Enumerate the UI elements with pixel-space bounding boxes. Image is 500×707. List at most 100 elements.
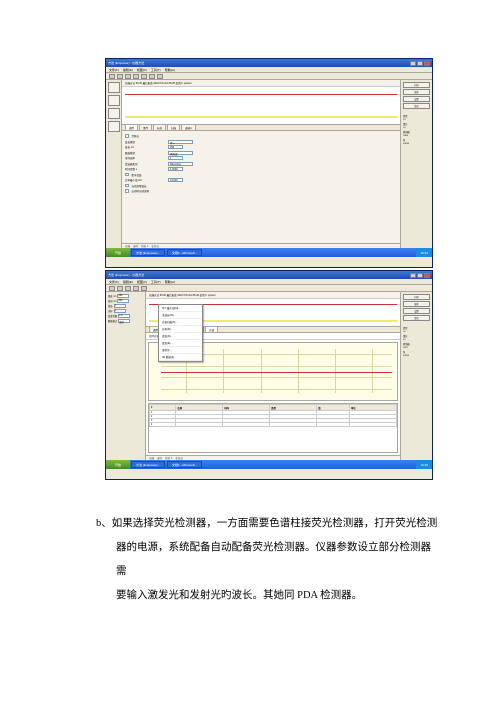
label-autozero-wl: 自动清零波长 bbox=[132, 184, 172, 188]
menu-item[interactable]: 发射(I)... bbox=[159, 347, 202, 354]
table-row: 4 bbox=[150, 423, 397, 427]
body-line: 如果选择荧光检测器，一方面需要色谱柱接荧光检测器，打开荧光检测 bbox=[112, 518, 438, 529]
status-item: 系统 A bbox=[141, 244, 148, 248]
right-button[interactable]: 保存 bbox=[403, 89, 430, 95]
clock: 10:32 bbox=[420, 251, 428, 255]
sidebar-icon[interactable] bbox=[108, 82, 120, 93]
toolbar-icon[interactable] bbox=[109, 74, 115, 79]
menu-item[interactable]: 单个最大值(M)... bbox=[159, 305, 202, 312]
wavelength-input[interactable]: 254 bbox=[168, 145, 183, 149]
toolbar-icon[interactable] bbox=[117, 286, 123, 291]
menu-tools[interactable]: 工具(T) bbox=[151, 68, 161, 72]
wavelength-mode-select[interactable]: 单一 bbox=[168, 140, 193, 144]
right-button[interactable]: 保存 bbox=[403, 301, 430, 307]
info-row: 仪器方法 50.00 最后更改 2010/7/14 10:30:25 由用户 s… bbox=[122, 80, 400, 87]
start-button[interactable]: 开始 bbox=[106, 248, 130, 257]
window-titlebar[interactable]: 方法 (Empower) - 仪器方法 bbox=[106, 59, 432, 67]
filter-type-select[interactable]: Hamming bbox=[168, 162, 193, 166]
filter-const-input[interactable]: 1.0 bbox=[118, 314, 130, 318]
status-item: 系统 A bbox=[165, 456, 172, 460]
menu-file[interactable]: 文件(F) bbox=[109, 68, 119, 72]
start-button[interactable]: 开始 bbox=[106, 460, 130, 469]
maximize-button[interactable] bbox=[417, 61, 423, 66]
right-button[interactable]: 复位 bbox=[403, 103, 430, 109]
taskbar-item[interactable]: 文档1 - Microsoft... bbox=[167, 249, 202, 256]
menu-item[interactable]: 差值(D)... bbox=[159, 333, 202, 340]
monitor-panel bbox=[122, 87, 400, 125]
toolbar-icon[interactable] bbox=[133, 74, 139, 79]
digital-filter-checkbox[interactable] bbox=[125, 173, 129, 177]
right-button[interactable]: 设置 bbox=[403, 96, 430, 102]
taskbar-item[interactable]: 方法 (Empower)... bbox=[131, 461, 165, 468]
label-wavelength-mode: 波长模式 bbox=[125, 140, 165, 144]
main-area: 仪器方法 50.00 最后更改 2010/7/14 10:30:25 由用户 s… bbox=[122, 80, 400, 248]
tab-general[interactable]: 通用 bbox=[125, 124, 138, 130]
menu-view[interactable]: 视图(V) bbox=[137, 280, 147, 284]
menu-edit[interactable]: 编辑(E) bbox=[123, 280, 133, 284]
label-autozero-start: 启动时自动清零 bbox=[132, 189, 172, 193]
toolbar-icon[interactable] bbox=[149, 74, 155, 79]
autozero-start-checkbox[interactable] bbox=[125, 189, 129, 193]
menu-view[interactable]: 视图(V) bbox=[137, 68, 147, 72]
emission-input[interactable]: 340 bbox=[117, 299, 129, 303]
autozero-wl-checkbox[interactable] bbox=[125, 184, 129, 188]
excitation-input[interactable]: 280 bbox=[117, 294, 129, 298]
tab-spectrum[interactable]: 光谱 bbox=[205, 326, 218, 332]
maximize-button[interactable] bbox=[417, 273, 423, 278]
signal-chart bbox=[125, 88, 397, 105]
taskbar-item[interactable]: 文档1 - Microsoft... bbox=[167, 461, 202, 468]
sidebar-icon[interactable] bbox=[108, 95, 120, 106]
cfg-label: 激发 nm bbox=[108, 294, 116, 298]
toolbar-icon[interactable] bbox=[109, 286, 115, 291]
sidebar-icon[interactable] bbox=[108, 108, 120, 119]
menu-tools[interactable]: 工具(T) bbox=[151, 280, 161, 284]
tab-scan[interactable]: 扫描 bbox=[167, 124, 180, 130]
close-button[interactable] bbox=[424, 61, 430, 66]
menu-item[interactable]: 比率(R)... bbox=[159, 326, 202, 333]
menu-help[interactable]: 帮助(H) bbox=[165, 280, 175, 284]
window-titlebar[interactable]: 方法 (Empower) - 仪器方法 bbox=[106, 271, 432, 279]
toolbar-icon[interactable] bbox=[125, 74, 131, 79]
menu-item[interactable]: 光谱扫描(S)... bbox=[159, 319, 202, 326]
toolbar-icon[interactable] bbox=[133, 286, 139, 291]
menu-help[interactable]: 帮助(H) bbox=[165, 68, 175, 72]
events-table: # 名称 时间 类型 值 单位 1 2 3 4 bbox=[148, 403, 398, 453]
label-time-constant: 时间常数 s bbox=[125, 167, 165, 171]
tab-standard[interactable]: 标准 bbox=[153, 124, 166, 130]
sampling-input[interactable]: 1 bbox=[114, 309, 126, 313]
menu-item[interactable]: 多波长(W)... bbox=[159, 312, 202, 319]
menu-item[interactable]: 3D 数据(3)... bbox=[159, 354, 202, 361]
toolbar-icon[interactable] bbox=[125, 286, 131, 291]
chart-trace-red bbox=[125, 94, 397, 95]
lamp-on-checkbox[interactable] bbox=[125, 134, 129, 138]
minimize-button[interactable] bbox=[410, 61, 416, 66]
gain-input[interactable]: 1 bbox=[114, 304, 126, 308]
menu-edit[interactable]: 编辑(E) bbox=[123, 68, 133, 72]
ratio-min-input[interactable]: 0.1000 bbox=[168, 178, 183, 182]
data-mode-select[interactable]: 吸收度 bbox=[168, 151, 193, 155]
right-button[interactable]: 复位 bbox=[403, 315, 430, 321]
label-lamp-on: 灯开启 bbox=[132, 134, 172, 138]
right-button[interactable]: 打印 bbox=[403, 294, 430, 300]
toolbar-icon[interactable] bbox=[157, 74, 163, 79]
menu-file[interactable]: 文件(F) bbox=[109, 280, 119, 284]
close-button[interactable] bbox=[424, 273, 430, 278]
toolbar-icon[interactable] bbox=[141, 74, 147, 79]
menu-item[interactable]: 激发(E)... bbox=[159, 340, 202, 347]
toolbar bbox=[106, 285, 432, 292]
sidebar-icon[interactable] bbox=[108, 121, 120, 132]
toolbar-icon[interactable] bbox=[141, 286, 147, 291]
system-tray[interactable]: 10:32 bbox=[416, 248, 432, 257]
right-button[interactable]: 设置 bbox=[403, 308, 430, 314]
tab-channel-a[interactable]: 通道A bbox=[181, 124, 196, 130]
taskbar-item[interactable]: 方法 (Empower)... bbox=[131, 249, 165, 256]
right-button[interactable]: 打印 bbox=[403, 82, 430, 88]
time-constant-input[interactable]: 1.0000 bbox=[168, 167, 183, 171]
system-tray[interactable]: 10:36 bbox=[416, 460, 432, 469]
minimize-button[interactable] bbox=[410, 273, 416, 278]
data-mode-input[interactable]: 发射 bbox=[118, 319, 130, 323]
tab-events[interactable]: 事件 bbox=[139, 124, 152, 130]
screenshot-instrument-method-1: 方法 (Empower) - 仪器方法 文件(F) 编辑(E) 视图(V) 工具… bbox=[105, 58, 433, 268]
sample-rate-input[interactable]: 1 bbox=[168, 156, 183, 160]
toolbar-icon[interactable] bbox=[117, 74, 123, 79]
